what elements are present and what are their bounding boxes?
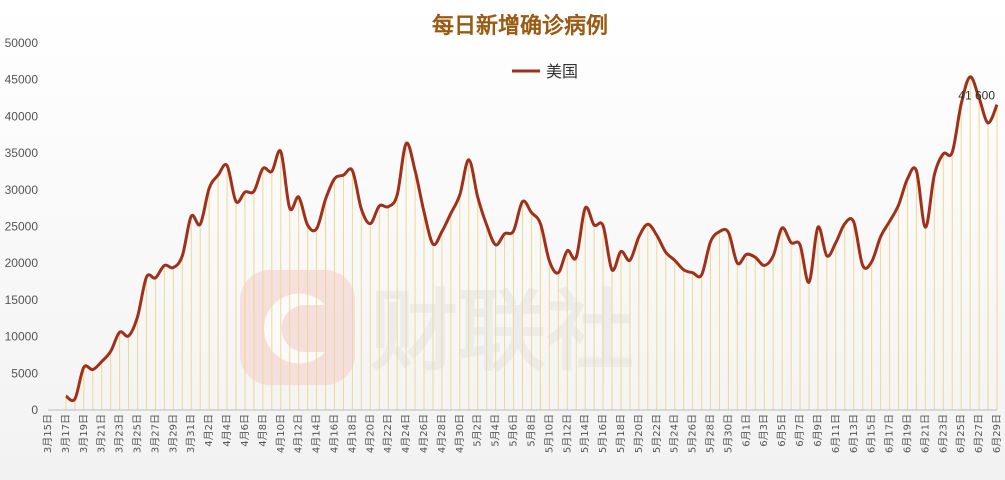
x-tick-label: 6月7日 xyxy=(794,414,806,447)
x-tick-label: 4月18日 xyxy=(346,414,358,453)
watermark-text: 财联社 xyxy=(370,280,634,383)
x-tick-label: 4月2日 xyxy=(203,414,215,447)
x-tick-label: 5月28日 xyxy=(705,414,717,453)
y-tick-label: 40000 xyxy=(5,109,39,123)
y-tick-label: 35000 xyxy=(5,146,39,160)
x-tick-label: 6月5日 xyxy=(776,414,788,447)
x-tick-label: 6月25日 xyxy=(955,414,967,453)
legend-label: 美国 xyxy=(546,62,578,81)
x-tick-label: 4月16日 xyxy=(328,414,340,453)
x-tick-label: 5月2日 xyxy=(472,414,484,447)
x-axis-ticks: 3月15日 3月17日 3月19日 3月21日 3月23日 3月25日 3月27日 3月29日… xyxy=(42,414,1003,453)
x-tick-label: 5月24日 xyxy=(669,414,681,453)
x-tick-label: 6月3日 xyxy=(758,414,770,447)
y-tick-label: 45000 xyxy=(5,73,39,87)
x-tick-label: 5月30日 xyxy=(722,414,734,453)
x-tick-label: 4月8日 xyxy=(257,414,269,447)
x-tick-label: 4月12日 xyxy=(293,414,305,453)
x-tick-label: 6月23日 xyxy=(937,414,949,453)
x-tick-label: 3月17日 xyxy=(60,414,72,453)
x-tick-label: 6月11日 xyxy=(830,414,842,453)
x-tick-label: 6月19日 xyxy=(901,414,913,453)
data-labels: 41 600 xyxy=(958,89,995,103)
x-tick-label: 5月6日 xyxy=(508,414,520,447)
x-tick-label: 4月6日 xyxy=(239,414,251,447)
x-tick-label: 4月28日 xyxy=(436,414,448,453)
x-tick-label: 4月22日 xyxy=(382,414,394,453)
x-tick-label: 3月27日 xyxy=(149,414,161,453)
y-tick-label: 50000 xyxy=(5,36,39,50)
x-tick-label: 3月15日 xyxy=(42,414,54,453)
x-tick-label: 6月1日 xyxy=(740,414,752,447)
legend[interactable]: 美国 xyxy=(512,62,578,81)
y-tick-label: 20000 xyxy=(5,256,39,270)
x-tick-label: 5月10日 xyxy=(543,414,555,453)
x-tick-label: 5月22日 xyxy=(651,414,663,453)
y-tick-label: 0 xyxy=(31,403,38,417)
series-line-us xyxy=(65,75,999,403)
x-tick-label: 6月9日 xyxy=(812,414,824,447)
x-tick-label: 5月4日 xyxy=(490,414,502,447)
x-tick-label: 5月20日 xyxy=(633,414,645,453)
x-tick-label: 5月14日 xyxy=(579,414,591,453)
watermark-logo-glyph xyxy=(264,293,325,364)
x-tick-label: 5月16日 xyxy=(597,414,609,453)
x-tick-label: 5月8日 xyxy=(525,414,537,447)
x-tick-label: 3月21日 xyxy=(96,414,108,453)
x-tick-label: 3月29日 xyxy=(167,414,179,453)
x-tick-label: 5月26日 xyxy=(687,414,699,453)
chart-title: 每日新增确诊病例 xyxy=(432,13,608,39)
x-tick-label: 6月13日 xyxy=(848,414,860,453)
drop-lines xyxy=(65,76,998,410)
x-tick-label: 6月27日 xyxy=(973,414,985,453)
y-tick-label: 10000 xyxy=(5,330,39,344)
x-tick-label: 3月19日 xyxy=(78,414,90,453)
watermark-logo-tile xyxy=(240,270,355,385)
x-tick-label: 6月29日 xyxy=(991,414,1003,453)
x-tick-label: 4月14日 xyxy=(311,414,323,453)
x-tick-label: 4月30日 xyxy=(454,414,466,453)
x-tick-label: 6月17日 xyxy=(884,414,896,453)
y-tick-label: 30000 xyxy=(5,183,39,197)
x-tick-label: 5月12日 xyxy=(561,414,573,453)
y-tick-label: 5000 xyxy=(11,366,38,380)
x-tick-label: 5月18日 xyxy=(615,414,627,453)
x-tick-label: 3月31日 xyxy=(185,414,197,453)
x-tick-label: 4月24日 xyxy=(400,414,412,453)
x-tick-label: 3月25日 xyxy=(132,414,144,453)
x-tick-label: 6月21日 xyxy=(919,414,931,453)
watermark-logo: 财联社 xyxy=(240,270,634,385)
x-tick-label: 4月20日 xyxy=(364,414,376,453)
x-tick-label: 4月10日 xyxy=(275,414,287,453)
x-tick-label: 4月26日 xyxy=(418,414,430,453)
y-axis-ticks: 0 5000 10000 15000 20000 25000 30000 35000 40000… xyxy=(5,36,39,417)
data-label: 41 600 xyxy=(958,89,995,103)
y-tick-label: 25000 xyxy=(5,220,39,234)
x-tick-label: 4月4日 xyxy=(221,414,233,447)
x-tick-label: 6月15日 xyxy=(866,414,878,453)
x-tick-label: 3月23日 xyxy=(114,414,126,453)
y-tick-label: 15000 xyxy=(5,293,39,307)
